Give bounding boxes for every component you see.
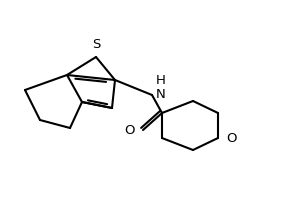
Text: N: N [156, 88, 166, 102]
Text: O: O [124, 123, 135, 136]
Text: O: O [226, 132, 236, 144]
Text: H: H [156, 74, 166, 87]
Text: S: S [92, 38, 100, 51]
